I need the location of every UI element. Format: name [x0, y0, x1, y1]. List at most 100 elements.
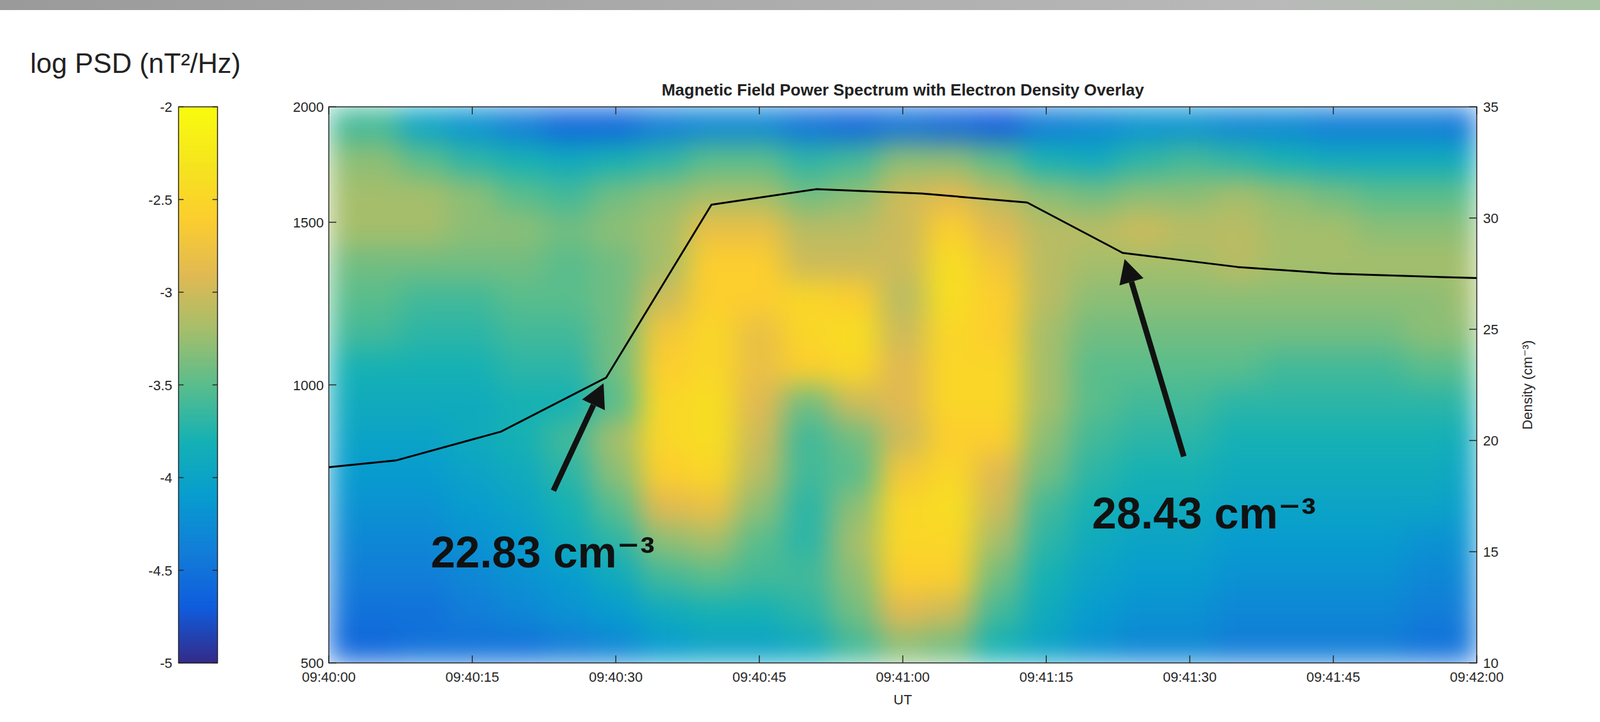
heatmap-cell — [1022, 558, 1071, 595]
colorbar: -5-4.5-4-3.5-3-2.5-2 — [148, 99, 218, 672]
heatmap-cell — [1309, 628, 1358, 664]
heatmap-cell — [926, 350, 976, 386]
heatmap-cell — [1070, 141, 1119, 177]
heatmap-cell — [1213, 350, 1263, 386]
heatmap-cell — [1452, 141, 1477, 177]
x-tick-label: 09:41:30 — [1163, 669, 1218, 686]
colorbar-tick — [212, 662, 218, 664]
heatmap-cell — [878, 419, 928, 456]
heatmap-cell — [1070, 419, 1119, 456]
colorbar-tick — [178, 477, 184, 479]
heatmap-cell — [783, 489, 832, 525]
heatmap-cell — [783, 384, 832, 420]
heatmap-cell — [1117, 211, 1167, 247]
heatmap-cell — [640, 350, 689, 386]
colorbar-step — [178, 106, 218, 111]
heatmap-cell — [1405, 454, 1454, 490]
heatmap-cell — [640, 594, 689, 630]
heatmap-cell — [1165, 315, 1214, 351]
heatmap-cell — [328, 106, 354, 143]
x-tick-label: 09:42:00 — [1449, 669, 1504, 686]
heatmap-cell — [926, 106, 976, 143]
heatmap-cell — [1213, 454, 1263, 490]
heatmap-cell — [1022, 454, 1071, 490]
heatmap-cell — [974, 211, 1023, 247]
heatmap-cell — [1261, 315, 1311, 351]
heatmap-cell — [974, 454, 1023, 490]
heatmap-cell — [687, 419, 737, 456]
heatmap-cell — [974, 281, 1023, 317]
heatmap-cell — [974, 524, 1023, 560]
heatmap-cell — [328, 558, 354, 595]
heatmap-cell — [1357, 141, 1406, 177]
heatmap-cell — [878, 454, 928, 490]
heatmap-cell — [352, 350, 402, 386]
x-tick — [1189, 106, 1191, 115]
heatmap-cell — [448, 489, 497, 525]
heatmap-cell — [543, 489, 593, 525]
heatmap-cell — [496, 141, 545, 177]
heatmap-cell — [591, 211, 640, 247]
heatmap-cell — [1309, 384, 1358, 420]
heatmap-cell — [878, 211, 928, 247]
heatmap-cell — [1022, 489, 1071, 525]
heatmap-cell — [783, 524, 832, 560]
x-tick-label: 09:41:15 — [1019, 669, 1074, 686]
heatmap-cell — [783, 315, 832, 351]
heatmap-cell — [496, 628, 545, 664]
heatmap-cell — [352, 176, 402, 212]
heatmap-cell — [328, 489, 354, 525]
heatmap-cell — [1405, 176, 1454, 212]
heatmap-cell — [1213, 558, 1263, 595]
heatmap-cell — [687, 524, 737, 560]
heatmap-cell — [878, 281, 928, 317]
heatmap-cell — [496, 384, 545, 420]
heatmap-cell — [974, 106, 1023, 143]
heatmap-cell — [1022, 524, 1071, 560]
heatmap-cell — [448, 350, 497, 386]
heatmap-cell — [1070, 106, 1119, 143]
heatmap-cell — [1309, 176, 1358, 212]
heatmap-cell — [1165, 628, 1214, 664]
heatmap-cell — [448, 419, 497, 456]
heatmap-cell — [831, 281, 880, 317]
y2-tick-label: 25 — [1483, 321, 1499, 338]
heatmap-cell — [878, 489, 928, 525]
heatmap-cell — [831, 315, 880, 351]
x-tick-label: 09:40:30 — [589, 669, 644, 686]
heatmap-cell — [1309, 454, 1358, 490]
heatmap-cell — [448, 384, 497, 420]
heatmap-cell — [878, 245, 928, 282]
heatmap-cell — [543, 245, 593, 282]
heatmap-cell — [1405, 558, 1454, 595]
heatmap-cell — [400, 106, 449, 143]
x-tick — [1189, 655, 1191, 664]
heatmap-cell — [974, 315, 1023, 351]
colorbar-tick-label: -2 — [159, 99, 173, 116]
chart-title: Magnetic Field Power Spectrum with Elect… — [661, 80, 1145, 100]
heatmap-cell — [783, 281, 832, 317]
heatmap-cell — [1309, 211, 1358, 247]
heatmap-cell — [687, 245, 737, 282]
heatmap-cell — [687, 594, 737, 630]
y2-tick — [1469, 106, 1477, 108]
heatmap-cell — [1117, 419, 1167, 456]
colorbar-tick — [178, 106, 184, 108]
heatmap-cell — [831, 628, 880, 664]
heatmap-cell — [926, 281, 976, 317]
heatmap-cell — [1261, 350, 1311, 386]
heatmap-cell — [1405, 594, 1454, 630]
heatmap-cell — [735, 628, 784, 664]
heatmap-cell — [878, 524, 928, 560]
heatmap-cell — [352, 558, 402, 595]
heatmap-cell — [878, 141, 928, 177]
heatmap-cell — [783, 628, 832, 664]
heatmap-cell — [831, 384, 880, 420]
heatmap-cell — [543, 594, 593, 630]
x-tick — [615, 655, 617, 664]
heatmap-cell — [735, 384, 784, 420]
x-tick — [1046, 106, 1048, 115]
y2-tick — [1469, 440, 1477, 442]
heatmap-cell — [328, 211, 354, 247]
heatmap-cell — [448, 628, 497, 664]
